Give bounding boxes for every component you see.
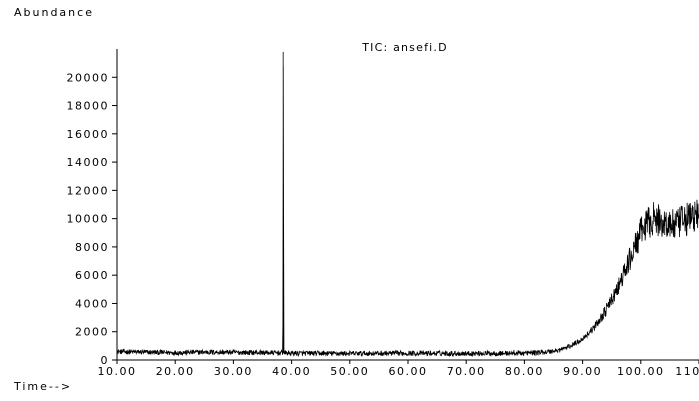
x-tick-label: 80.00 (505, 365, 544, 378)
series-line-tic (117, 52, 699, 356)
y-tick-label: 18000 (67, 100, 110, 113)
x-tick-label: 50.00 (330, 365, 369, 378)
x-tick-label: 20.00 (156, 365, 195, 378)
y-tick-label: 10000 (67, 213, 110, 226)
x-tick-label: 40.00 (272, 365, 311, 378)
y-tick-label: 14000 (67, 156, 110, 169)
x-tick-label: 10.00 (98, 365, 137, 378)
y-tick-label: 6000 (75, 269, 109, 282)
x-axis-ticks: 10.00 20.00 30.00 40.00 50.00 60.00 70.00 80.00… (98, 360, 699, 378)
y-tick-label: 8000 (75, 241, 109, 254)
y-axis-label: Abundance (14, 6, 94, 19)
x-tick-label: 60.00 (389, 365, 428, 378)
x-tick-label: 70.00 (447, 365, 486, 378)
x-tick-label: 90.00 (563, 365, 602, 378)
y-axis-ticks: 0200040006000800010000120001400016000180… (67, 71, 118, 367)
y-tick-label: 12000 (67, 184, 110, 197)
x-tick-label: 110.00 (675, 365, 699, 378)
x-tick-label: 30.00 (214, 365, 253, 378)
y-tick-label: 2000 (75, 326, 109, 339)
chart-title: TIC: ansefi.D (361, 41, 448, 54)
y-tick-label: 4000 (75, 297, 109, 310)
y-tick-label: 20000 (67, 71, 110, 84)
x-axis-label: Time--> (13, 380, 72, 393)
y-tick-label: 16000 (67, 128, 110, 141)
x-tick-label: 100.00 (617, 365, 665, 378)
